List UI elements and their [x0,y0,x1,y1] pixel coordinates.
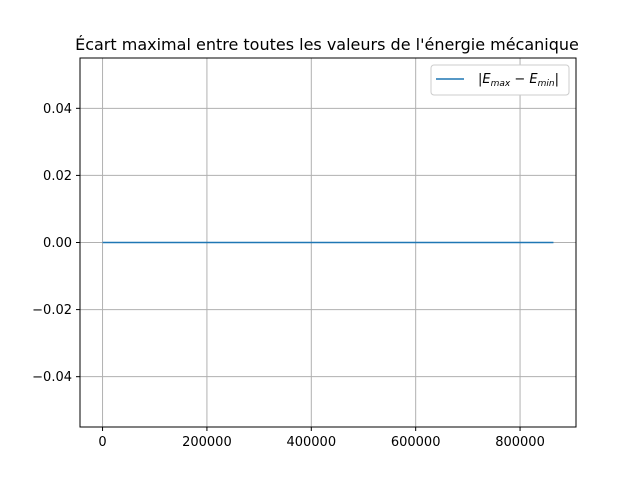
x-tick-label: 200000 [182,435,232,450]
y-tick-label: −0.04 [32,370,72,385]
legend-box [430,64,570,96]
legend-sub-min: min [538,79,555,89]
y-tick-label: −0.02 [32,303,72,318]
y-tick-label: 0.04 [43,102,72,117]
y-axis-ticks: −0.04 −0.02 0.00 0.02 0.04 [32,102,80,385]
x-tick-label: 400000 [286,435,336,450]
chart-title: Écart maximal entre toutes les valeurs d… [75,35,579,54]
x-tick-label: 0 [98,435,106,450]
y-tick-label: 0.02 [43,169,72,184]
x-tick-label: 800000 [495,435,545,450]
legend-sub-max: max [491,79,511,89]
legend-bar-open: | [478,72,482,87]
x-tick-label: 600000 [391,435,441,450]
legend: |Emax − Emin| [430,64,570,96]
legend-E-min: E [529,72,538,87]
y-tick-label: 0.00 [43,236,72,251]
legend-label: |Emax − Emin| [478,72,559,89]
legend-E-max: E [482,72,491,87]
legend-bar-close: | [555,72,559,87]
legend-minus: − [510,72,529,87]
x-axis-ticks: 0 200000 400000 600000 800000 [98,427,545,450]
